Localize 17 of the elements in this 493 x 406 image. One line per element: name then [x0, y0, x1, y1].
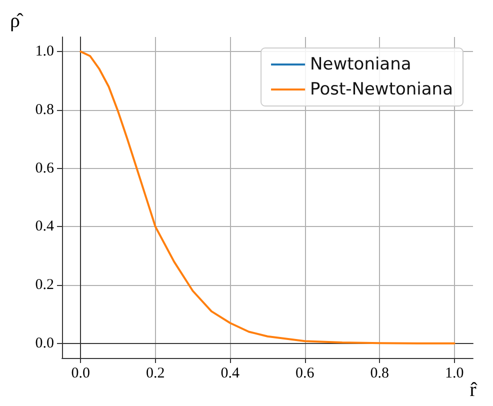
line-series — [80, 50, 456, 344]
x-tick-label: 0.2 — [146, 366, 165, 382]
y-tick-label: 0.0 — [35, 335, 54, 352]
x-tick-label: 0.8 — [370, 366, 389, 382]
x-tick-label: 1.0 — [444, 366, 464, 382]
legend-label: Post-Newtoniana — [310, 80, 454, 100]
y-tick-label: 0.8 — [35, 102, 54, 118]
y-tick-label: 0.2 — [35, 277, 54, 294]
y-axis-title: ρ̂ — [10, 10, 24, 32]
y-tick-label: 0.4 — [35, 218, 54, 235]
legend-label: Newtoniana — [310, 54, 412, 74]
x-axis-title: r̂ — [470, 379, 478, 401]
x-tick-label: 0.6 — [295, 366, 315, 382]
y-tick-label: 0.6 — [35, 160, 54, 176]
y-tick-label: 1.0 — [35, 44, 54, 60]
x-tick-label: 0.4 — [220, 366, 240, 382]
x-tick-label: 0.0 — [71, 366, 90, 382]
